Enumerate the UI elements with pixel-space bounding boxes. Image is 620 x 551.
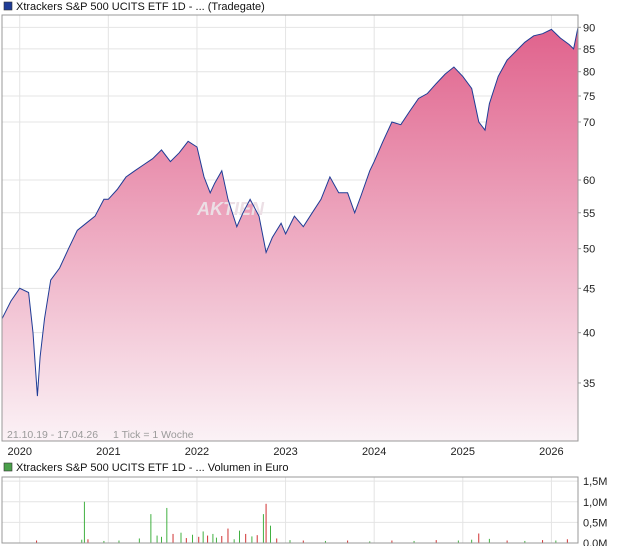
volume-y-tick-label: 1,5M: [583, 476, 607, 488]
x-tick-label: 2026: [539, 446, 563, 458]
price-y-tick-label: 55: [583, 208, 595, 220]
volume-chart-title: Xtrackers S&P 500 UCITS ETF 1D - ... Vol…: [16, 462, 288, 474]
volume-gridlines: [2, 477, 578, 543]
price-legend-swatch: [3, 1, 13, 11]
x-tick-label: 2023: [273, 446, 297, 458]
volume-legend-swatch: [3, 462, 13, 472]
price-y-tick-label: 60: [583, 175, 595, 187]
x-tick-label: 2021: [96, 446, 120, 458]
price-y-tick-label: 40: [583, 328, 595, 340]
price-y-tick-label: 45: [583, 283, 595, 295]
volume-y-tick-label: 0,0M: [583, 538, 607, 546]
price-y-tick-label: 90: [583, 22, 595, 34]
volume-bars: [36, 501, 568, 543]
x-tick-label: 2025: [451, 446, 475, 458]
price-chart-title: Xtrackers S&P 500 UCITS ETF 1D - ... (Tr…: [16, 1, 265, 13]
price-y-tick-label: 75: [583, 91, 595, 103]
volume-panel-border: [1, 476, 579, 544]
date-range-label: 21.10.19 - 17.04.26: [7, 429, 98, 441]
price-panel-border: [1, 14, 579, 442]
volume-y-tick-label: 0,5M: [583, 517, 607, 529]
volume-panel: 0,0M 0,5M 1,0M 1,5M: [1, 476, 607, 550]
x-tick-label: 2022: [185, 446, 209, 458]
tick-interval-label: 1 Tick = 1 Woche: [113, 429, 194, 441]
price-y-tick-label: 85: [583, 44, 595, 56]
volume-y-axis: 0,0M 0,5M 1,0M 1,5M: [583, 476, 607, 550]
x-tick-label: 2024: [362, 446, 386, 458]
price-y-tick-label: 35: [583, 378, 595, 390]
x-axis: 2020 2021 2022 2023 2024 2025 2026: [7, 446, 563, 458]
x-tick-label: 2020: [7, 446, 31, 458]
price-y-tick-label: 70: [583, 117, 595, 129]
price-area-fill: [2, 27, 578, 442]
volume-y-tick-label: 1,0M: [583, 497, 607, 509]
price-line: [1, 27, 579, 397]
price-y-tick-label: 80: [583, 67, 595, 79]
price-y-tick-label: 50: [583, 244, 595, 256]
price-y-axis: 35 40 45 50 55 60 70 75 80 85 90: [578, 22, 595, 390]
